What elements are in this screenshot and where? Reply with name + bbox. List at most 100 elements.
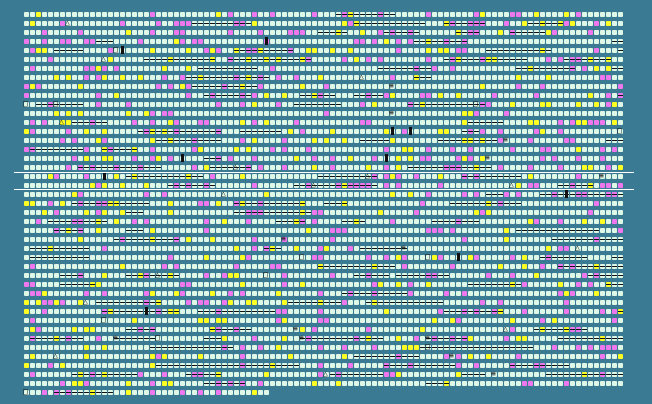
cell [150, 318, 155, 323]
cell [288, 102, 293, 107]
cell [78, 30, 83, 35]
cell [432, 93, 437, 98]
dash-mark [450, 221, 455, 222]
cell [612, 102, 617, 107]
cell [486, 255, 491, 260]
cell [360, 30, 365, 35]
cell [606, 156, 611, 161]
dash-mark [306, 185, 311, 186]
cell [420, 264, 425, 269]
dash-mark [474, 131, 479, 132]
cell [120, 102, 125, 107]
cell [48, 183, 53, 188]
cell [528, 183, 533, 188]
cell [78, 264, 83, 269]
cell [498, 12, 503, 17]
cell [534, 345, 539, 350]
cell [582, 21, 587, 26]
cell [534, 219, 539, 224]
cell [282, 12, 287, 17]
cell [504, 309, 509, 314]
cell [462, 156, 467, 161]
cell [54, 363, 59, 368]
cell [408, 12, 413, 17]
dash-mark [516, 203, 521, 204]
cell [432, 327, 437, 332]
cell [336, 147, 341, 152]
cell [144, 102, 149, 107]
dash-mark [252, 131, 257, 132]
cell [378, 111, 383, 116]
cell [60, 300, 65, 305]
cell [54, 201, 59, 206]
cell [486, 39, 491, 44]
cell [132, 318, 137, 323]
cell [534, 300, 539, 305]
cell [144, 21, 149, 26]
cell [336, 93, 341, 98]
cell [30, 345, 35, 350]
cell [402, 129, 407, 134]
cell [192, 147, 197, 152]
bar-mark [391, 127, 394, 135]
cell [372, 57, 377, 62]
dash-mark [186, 176, 191, 177]
cell [390, 201, 395, 206]
cell [522, 354, 527, 359]
cell [354, 210, 359, 215]
cell [78, 237, 83, 242]
cell [258, 246, 263, 251]
cell [78, 210, 83, 215]
cell [540, 147, 545, 152]
cell [366, 201, 371, 206]
cell [60, 363, 65, 368]
cell [552, 93, 557, 98]
cell [426, 201, 431, 206]
cell [228, 201, 233, 206]
cell [390, 57, 395, 62]
cell [480, 39, 485, 44]
cell [180, 12, 185, 17]
cell [192, 264, 197, 269]
cell [342, 75, 347, 80]
dash-mark [384, 356, 389, 357]
cell [576, 291, 581, 296]
cell [408, 138, 413, 143]
dash-mark [66, 248, 71, 249]
cell [546, 237, 551, 242]
dash-mark [618, 257, 623, 258]
dash-mark [114, 311, 119, 312]
cell [150, 48, 155, 53]
cell [270, 165, 275, 170]
cell [414, 120, 419, 125]
cell [354, 228, 359, 233]
cell [384, 174, 389, 179]
cell [600, 12, 605, 17]
cell [90, 111, 95, 116]
triangle-icon: △ [359, 72, 364, 81]
dash-mark [150, 167, 155, 168]
cell [438, 255, 443, 260]
cell [150, 93, 155, 98]
cell [300, 192, 305, 197]
cell [408, 318, 413, 323]
cell [534, 12, 539, 17]
cell [540, 291, 545, 296]
cell [606, 354, 611, 359]
cell [312, 345, 317, 350]
dash-mark [414, 275, 419, 276]
cell [618, 30, 623, 35]
cell [528, 129, 533, 134]
dash-mark [450, 41, 455, 42]
cell [258, 273, 263, 278]
cell [396, 147, 401, 152]
cell [438, 318, 443, 323]
cell [66, 183, 71, 188]
cell [24, 363, 29, 368]
cell [378, 102, 383, 107]
cell [42, 327, 47, 332]
dash-mark [414, 167, 419, 168]
cell [546, 138, 551, 143]
cell [216, 57, 221, 62]
cell [390, 210, 395, 215]
